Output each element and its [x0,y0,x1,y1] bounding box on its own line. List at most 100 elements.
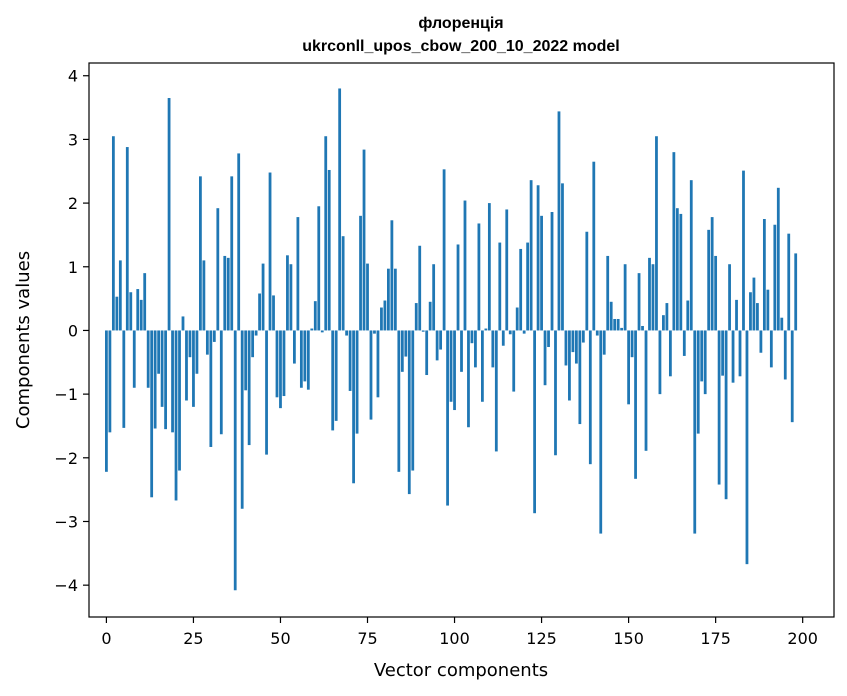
bar-136 [578,330,582,425]
bar-8 [132,330,136,388]
bar-163 [672,152,676,331]
bar-111 [491,330,495,368]
x-tick-label: 100 [439,629,470,648]
bar-122 [529,180,533,331]
bar-179 [728,264,731,331]
bar-115 [505,209,509,331]
bar-59 [310,328,314,331]
x-tick-label: 75 [357,629,377,648]
bar-169 [693,330,697,534]
bar-168 [689,180,693,331]
bar-1 [108,330,112,433]
bar-113 [498,242,502,331]
bar-127 [547,330,550,348]
bar-177 [721,330,724,376]
bar-98 [446,330,449,506]
bar-198 [794,253,798,331]
bar-35 [226,257,230,331]
bar-38 [237,153,241,331]
y-tick-label: −3 [54,512,78,531]
bar-63 [324,136,328,331]
bar-189 [762,219,766,331]
bar-92 [425,330,429,376]
bar-106 [474,330,477,368]
bar-146 [613,318,617,331]
bar-141 [595,330,599,336]
bars-group [105,88,798,591]
bar-94 [432,264,436,331]
bar-194 [780,317,784,331]
bar-188 [759,330,763,353]
bar-184 [745,330,749,565]
bar-21 [178,330,181,471]
bar-176 [717,330,721,485]
bar-85 [400,330,404,372]
bar-162 [668,330,672,377]
bar-46 [265,330,268,455]
bar-120 [522,330,526,334]
bar-69 [345,330,349,336]
bar-87 [407,330,411,495]
bar-28 [202,260,206,331]
bar-180 [731,330,735,383]
bar-74 [362,149,366,331]
bar-109 [484,328,488,331]
bar-49 [275,330,279,398]
x-tick-label: 150 [613,629,644,648]
bar-114 [501,330,505,346]
bar-39 [240,330,244,509]
bar-75 [366,263,369,331]
bar-156 [648,257,651,331]
bar-50 [279,330,282,409]
bar-147 [616,318,620,331]
bar-126 [543,330,547,386]
bar-26 [195,330,199,374]
x-tick-label: 50 [270,629,290,648]
bar-61 [317,206,321,331]
bar-14 [153,330,157,429]
bar-96 [439,330,443,350]
bar-18 [167,98,171,331]
bar-36 [230,176,234,331]
bar-197 [790,330,794,423]
bar-185 [749,292,752,331]
bar-0 [105,330,108,472]
bar-138 [585,231,589,331]
bar-23 [185,330,188,401]
bar-6 [125,147,129,331]
bar-164 [675,208,679,331]
bar-9 [136,289,140,331]
bar-101 [456,244,460,331]
bar-80 [383,300,387,331]
y-tick-label: 3 [68,130,78,149]
bar-79 [380,307,383,331]
bar-196 [787,233,791,331]
bar-99 [449,330,453,402]
bar-52 [286,255,289,331]
bar-29 [205,330,209,355]
bar-41 [247,330,251,446]
bar-133 [568,330,571,401]
bar-40 [244,330,248,391]
bar-78 [376,330,380,398]
bar-183 [742,170,745,331]
bar-181 [735,299,738,331]
bar-20 [174,330,178,501]
bar-124 [536,185,540,331]
bar-119 [519,248,523,331]
bar-193 [776,187,780,331]
bar-7 [129,292,133,331]
bar-62 [320,330,324,333]
bar-154 [641,325,644,331]
bar-33 [219,330,223,435]
bar-34 [223,255,227,331]
bar-67 [338,88,342,331]
bar-143 [602,330,606,355]
y-tick-label: −2 [54,449,78,468]
bar-56 [299,330,303,388]
bar-161 [665,303,669,331]
bar-108 [481,330,484,402]
bar-57 [303,330,307,382]
bar-172 [703,330,707,395]
bar-72 [355,330,359,434]
